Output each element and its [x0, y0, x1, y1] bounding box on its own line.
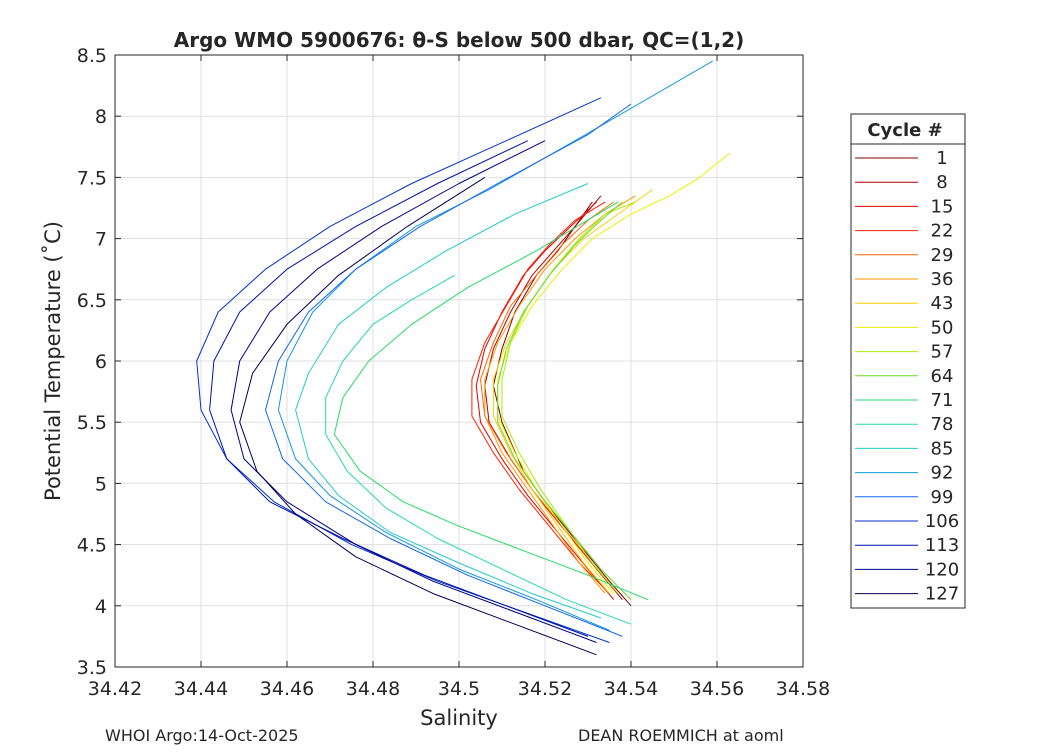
legend-label-43: 43 — [931, 293, 954, 314]
legend-label-36: 36 — [931, 269, 954, 290]
y-axis-label: Potential Temperature (˚C) — [41, 221, 65, 501]
series-line-cycle-78 — [325, 274, 632, 625]
ticks: 34.42 34.44 34.46 34.48 34.5 34.52 34.54 34.56 3… — [77, 45, 830, 700]
y-tick-label: 5 — [95, 473, 107, 495]
legend-title: Cycle # — [867, 120, 942, 141]
legend-box — [850, 113, 966, 609]
legend-label-22: 22 — [931, 221, 954, 242]
x-tick-label: 34.5 — [438, 678, 480, 700]
legend-label-78: 78 — [931, 414, 954, 435]
legend-label-15: 15 — [931, 196, 954, 217]
grid — [114, 54, 804, 668]
y-tick-label: 4.5 — [77, 535, 107, 557]
legend-label-29: 29 — [931, 245, 954, 266]
y-tick-label: 3.5 — [77, 657, 107, 679]
data-lines — [196, 60, 731, 656]
y-tick-label: 6.5 — [77, 290, 107, 312]
legend-label-57: 57 — [931, 342, 954, 363]
series-line-cycle-85 — [295, 183, 602, 619]
x-tick-label: 34.42 — [88, 678, 142, 700]
series-line-cycle-99 — [265, 103, 632, 637]
legend-label-71: 71 — [931, 390, 954, 411]
series-line-cycle-43 — [492, 189, 653, 594]
x-tick-label: 34.58 — [776, 678, 830, 700]
series-line-cycle-92 — [277, 60, 713, 631]
series-line-cycle-113 — [209, 140, 589, 637]
chart-title: Argo WMO 5900676: θ-S below 500 dbar, QC… — [174, 28, 744, 52]
x-tick-label: 34.56 — [690, 678, 744, 700]
legend-label-85: 85 — [931, 438, 954, 459]
y-tick-label: 6 — [95, 351, 107, 373]
series-line-cycle-36 — [484, 195, 636, 594]
x-tick-label: 34.54 — [604, 678, 658, 700]
series-line-cycle-127 — [239, 176, 597, 656]
x-tick-label: 34.46 — [260, 678, 314, 700]
legend-label-8: 8 — [936, 172, 947, 193]
legend-label-1: 1 — [936, 148, 947, 169]
y-tick-label: 4 — [95, 596, 107, 618]
legend-label-120: 120 — [925, 559, 959, 580]
legend-label-64: 64 — [931, 366, 954, 387]
legend-items: 1 8 15 22 29 36 43 50 57 64 71 78 85 92 99 106 113 120 127 — [855, 148, 959, 605]
y-tick-label: 5.5 — [77, 412, 107, 434]
series-line-cycle-57 — [501, 201, 636, 594]
x-tick-label: 34.52 — [518, 678, 572, 700]
legend-label-106: 106 — [925, 511, 959, 532]
y-tick-label: 8.5 — [77, 45, 107, 67]
series-line-cycle-64 — [497, 201, 632, 601]
legend-label-113: 113 — [925, 535, 959, 556]
y-tick-label: 7 — [95, 229, 107, 251]
series-line-cycle-22 — [471, 201, 610, 594]
legend-label-99: 99 — [931, 487, 954, 508]
x-tick-label: 34.44 — [174, 678, 228, 700]
series-line-cycle-120 — [230, 140, 597, 643]
y-tick-label: 7.5 — [77, 167, 107, 189]
legend: Cycle # 18152229364350576471788592991061… — [850, 113, 966, 609]
footer-left: WHOI Argo:14-Oct-2025 — [105, 726, 299, 745]
x-axis-label: Salinity — [420, 706, 498, 730]
x-tick-label: 34.48 — [346, 678, 400, 700]
legend-label-127: 127 — [925, 584, 959, 605]
series-line-cycle-106 — [196, 97, 610, 643]
footer-right: DEAN ROEMMICH at aoml — [578, 726, 784, 745]
y-tick-label: 8 — [95, 106, 107, 128]
legend-label-92: 92 — [931, 463, 954, 484]
legend-label-50: 50 — [931, 317, 954, 338]
series-line-cycle-71 — [333, 201, 649, 601]
